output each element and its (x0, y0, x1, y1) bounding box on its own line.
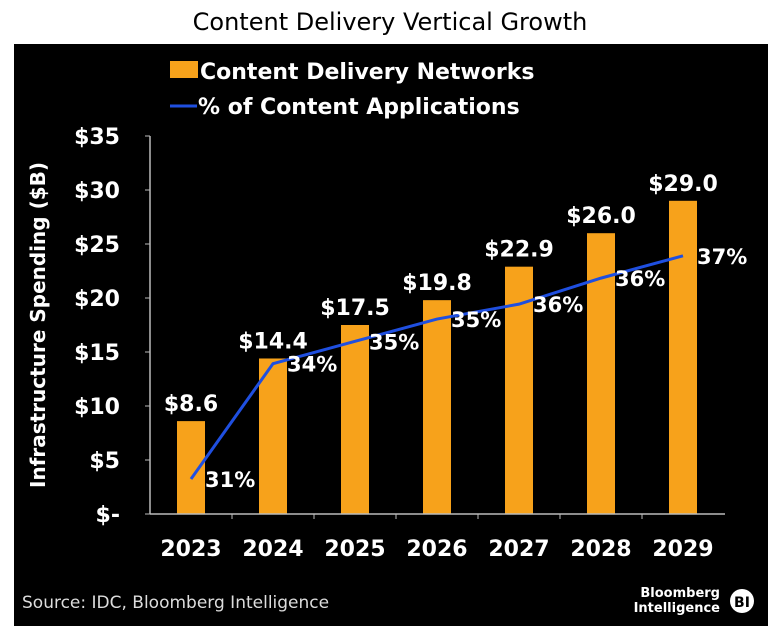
x-tick-label: 2026 (406, 537, 467, 562)
percent-line (189, 254, 684, 480)
bar-value-label: $29.0 (648, 172, 718, 197)
svg-text:Bloomberg: Bloomberg (640, 586, 720, 601)
percent-label: 36% (615, 267, 665, 291)
y-tick-label: $15 (74, 341, 120, 366)
x-tick-label: 2023 (160, 537, 221, 562)
x-tick-label: 2027 (488, 537, 549, 562)
bar-2029 (669, 200, 697, 515)
bar-2025 (341, 325, 369, 514)
y-tick-label: $25 (74, 233, 120, 258)
legend-label-bar: Content Delivery Networks (200, 60, 534, 85)
percent-label: 34% (287, 353, 337, 377)
bar-value-label: $26.0 (566, 204, 636, 229)
x-tick-label: 2029 (652, 537, 713, 562)
y-axis-title: Infrastructure Spending ($B) (26, 162, 50, 488)
y-tick-label: $- (96, 503, 120, 528)
svg-text:Intelligence: Intelligence (634, 601, 721, 616)
bloomberg-intelligence-logo: Bloomberg Intelligence BI (634, 586, 754, 616)
chart-background (14, 44, 768, 626)
y-tick-label: $5 (89, 449, 120, 474)
source-note: Source: IDC, Bloomberg Intelligence (22, 593, 329, 613)
bar-value-label: $19.8 (402, 271, 472, 296)
percent-label: 37% (697, 245, 747, 269)
svg-text:BI: BI (734, 595, 750, 611)
y-tick-label: $30 (74, 179, 120, 204)
bar-2027 (505, 266, 533, 514)
bar-value-label: $22.9 (484, 238, 554, 263)
percent-label: 36% (533, 293, 583, 317)
x-tick-label: 2028 (570, 537, 631, 562)
legend: Content Delivery Networks % of Content A… (170, 60, 534, 120)
bar-2024 (259, 358, 287, 514)
bar-value-label: $17.5 (320, 296, 390, 321)
legend-label-line: % of Content Applications (198, 95, 520, 120)
percent-label: 35% (451, 308, 501, 332)
bar-value-label: $14.4 (238, 329, 308, 354)
y-tick-label: $10 (74, 395, 120, 420)
y-tick-label: $35 (74, 125, 120, 150)
percent-label: 35% (369, 330, 419, 354)
chart-title: Content Delivery Vertical Growth (192, 8, 588, 36)
legend-swatch-bar (170, 61, 198, 78)
percent-label: 31% (205, 468, 255, 492)
x-tick-label: 2025 (324, 537, 385, 562)
bar-value-label: $8.6 (164, 392, 218, 417)
bar-2026 (423, 300, 451, 514)
x-tick-label: 2024 (242, 537, 303, 562)
y-tick-label: $20 (74, 287, 120, 312)
